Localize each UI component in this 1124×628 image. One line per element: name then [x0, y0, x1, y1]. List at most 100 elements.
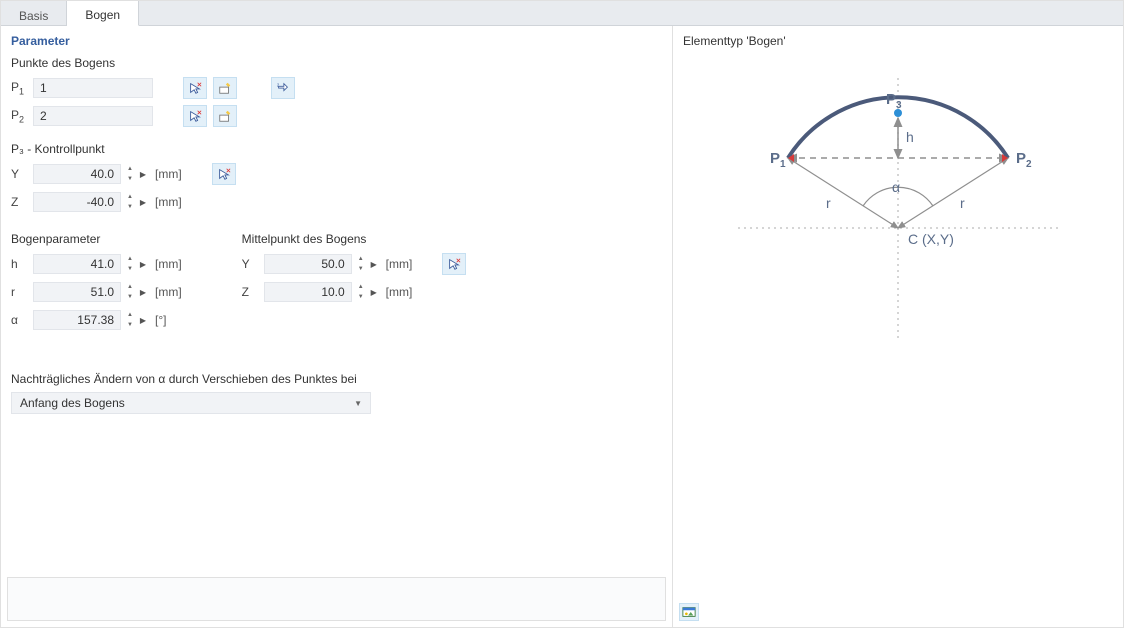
swap-points-icon[interactable]: 2: [271, 77, 295, 99]
row-p2: P2 2: [11, 104, 662, 128]
bottom-strip: [7, 577, 666, 621]
svg-text:P2: P2: [1016, 150, 1032, 170]
spinner-r[interactable]: ▲▼: [123, 282, 137, 302]
play-icon[interactable]: ▶: [137, 310, 149, 330]
input-h[interactable]: 41.0: [33, 254, 121, 274]
pick-point-icon-3[interactable]: [212, 163, 236, 185]
spin-up-icon[interactable]: ▲: [354, 254, 368, 264]
unit-h: [mm]: [155, 257, 182, 271]
new-point-icon[interactable]: [213, 77, 237, 99]
svg-text:r: r: [826, 195, 831, 211]
spin-up-icon[interactable]: ▲: [123, 192, 137, 202]
tabbar: Basis Bogen: [1, 1, 1123, 26]
unit-my: [mm]: [386, 257, 413, 271]
play-icon[interactable]: ▶: [137, 164, 149, 184]
svg-text:h: h: [906, 129, 914, 145]
section-p3: P₃ - Kontrollpunkt: [11, 142, 662, 156]
unit-mz: [mm]: [386, 285, 413, 299]
pick-point-icon-4[interactable]: [442, 253, 466, 275]
panel-parameter: Parameter Punkte des Bogens P1 1 2 P2 2: [1, 26, 673, 627]
spinner-my[interactable]: ▲▼: [354, 254, 368, 274]
spin-up-icon[interactable]: ▲: [123, 282, 137, 292]
panel-diagram: Elementtyp 'Bogen': [673, 26, 1123, 627]
spin-down-icon[interactable]: ▼: [123, 292, 137, 302]
image-icon[interactable]: [679, 603, 699, 621]
spinner-h[interactable]: ▲▼: [123, 254, 137, 274]
spin-up-icon[interactable]: ▲: [123, 164, 137, 174]
spin-down-icon[interactable]: ▼: [123, 264, 137, 274]
input-mz[interactable]: 10.0: [264, 282, 352, 302]
label-h: h: [11, 257, 33, 271]
tab-basis[interactable]: Basis: [1, 1, 67, 26]
spin-down-icon[interactable]: ▼: [123, 174, 137, 184]
svg-text:P1: P1: [770, 150, 786, 170]
input-alpha[interactable]: 157.38: [33, 310, 121, 330]
section-bogenparameter: Bogenparameter: [11, 232, 182, 246]
spin-up-icon[interactable]: ▲: [123, 310, 137, 320]
col-bogenparameter: Bogenparameter h 41.0 ▲▼ ▶ [mm] r 51.0 ▲…: [11, 226, 182, 336]
unit-alpha: [°]: [155, 313, 166, 327]
input-p3y[interactable]: 40.0: [33, 164, 121, 184]
input-p3z[interactable]: -40.0: [33, 192, 121, 212]
label-alpha: α: [11, 313, 33, 327]
spin-down-icon[interactable]: ▼: [354, 264, 368, 274]
select-value: Anfang des Bogens: [20, 396, 125, 410]
arc-diagram: P1 P2 P3 h α r r C (X,Y): [708, 68, 1088, 348]
spin-up-icon[interactable]: ▲: [354, 282, 368, 292]
label-my: Y: [242, 257, 264, 271]
input-p1[interactable]: 1: [33, 78, 153, 98]
tab-bogen[interactable]: Bogen: [67, 1, 139, 26]
label-nachtrag: Nachträgliches Ändern von α durch Versch…: [11, 372, 662, 386]
row-p1: P1 1 2: [11, 76, 662, 100]
label-p2: P2: [11, 108, 33, 124]
row-p3z: Z -40.0 ▲ ▼ ▶ [mm]: [11, 190, 662, 214]
play-icon[interactable]: ▶: [368, 282, 380, 302]
new-point-icon-2[interactable]: [213, 105, 237, 127]
spinner-alpha[interactable]: ▲▼: [123, 310, 137, 330]
nachtrag-block: Nachträgliches Ändern von α durch Versch…: [11, 372, 662, 414]
play-icon[interactable]: ▶: [137, 254, 149, 274]
two-col: Bogenparameter h 41.0 ▲▼ ▶ [mm] r 51.0 ▲…: [11, 226, 662, 336]
row-mz: Z 10.0 ▲▼ ▶ [mm]: [242, 280, 467, 304]
spinner-mz[interactable]: ▲▼: [354, 282, 368, 302]
heading-elementtyp: Elementtyp 'Bogen': [683, 34, 1113, 48]
app-root: Basis Bogen Parameter Punkte des Bogens …: [0, 0, 1124, 628]
row-p3y: Y 40.0 ▲ ▼ ▶ [mm]: [11, 162, 662, 186]
input-my[interactable]: 50.0: [264, 254, 352, 274]
main: Parameter Punkte des Bogens P1 1 2 P2 2: [1, 26, 1123, 627]
label-mz: Z: [242, 285, 264, 299]
svg-text:α: α: [892, 179, 900, 195]
row-r: r 51.0 ▲▼ ▶ [mm]: [11, 280, 182, 304]
heading-parameter: Parameter: [11, 34, 662, 48]
input-p2[interactable]: 2: [33, 106, 153, 126]
play-icon[interactable]: ▶: [137, 192, 149, 212]
label-p3y: Y: [11, 167, 33, 181]
svg-text:r: r: [960, 195, 965, 211]
spinner-p3y[interactable]: ▲ ▼: [123, 164, 137, 184]
spin-down-icon[interactable]: ▼: [123, 320, 137, 330]
select-anfang[interactable]: Anfang des Bogens ▼: [11, 392, 371, 414]
unit-p3z: [mm]: [155, 195, 182, 209]
chevron-down-icon: ▼: [354, 399, 362, 408]
diagram-wrap: P1 P2 P3 h α r r C (X,Y): [683, 68, 1113, 348]
section-punkte: Punkte des Bogens: [11, 56, 662, 70]
label-p3z: Z: [11, 195, 33, 209]
play-icon[interactable]: ▶: [137, 282, 149, 302]
spin-down-icon[interactable]: ▼: [123, 202, 137, 212]
spinner-p3z[interactable]: ▲ ▼: [123, 192, 137, 212]
pick-point-icon-2[interactable]: [183, 105, 207, 127]
label-p1: P1: [11, 80, 33, 96]
svg-text:C (X,Y): C (X,Y): [908, 231, 954, 247]
row-h: h 41.0 ▲▼ ▶ [mm]: [11, 252, 182, 276]
row-my: Y 50.0 ▲▼ ▶ [mm]: [242, 252, 467, 276]
section-mittelpunkt: Mittelpunkt des Bogens: [242, 232, 467, 246]
svg-text:P3: P3: [886, 91, 902, 111]
label-r: r: [11, 285, 33, 299]
play-icon[interactable]: ▶: [368, 254, 380, 274]
spin-down-icon[interactable]: ▼: [354, 292, 368, 302]
input-r[interactable]: 51.0: [33, 282, 121, 302]
pick-point-icon[interactable]: [183, 77, 207, 99]
row-alpha: α 157.38 ▲▼ ▶ [°]: [11, 308, 182, 332]
unit-p3y: [mm]: [155, 167, 182, 181]
spin-up-icon[interactable]: ▲: [123, 254, 137, 264]
